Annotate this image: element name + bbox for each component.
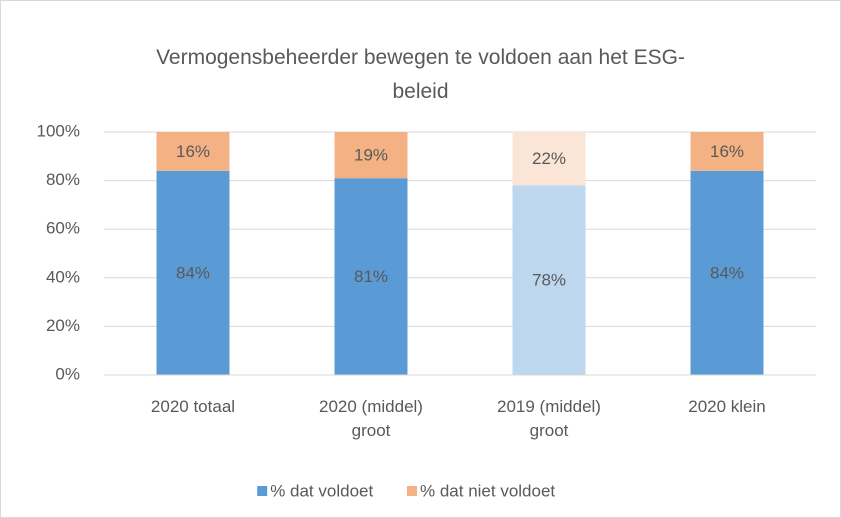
bar-segment [512, 132, 586, 186]
legend-swatch [257, 486, 268, 496]
data-label: 84% [710, 263, 744, 282]
legend-label: % dat voldoet [270, 481, 373, 500]
y-tick-label: 80% [46, 170, 80, 189]
chart-title: Vermogensbeheerder bewegen te voldoen aa… [156, 46, 685, 103]
legend-swatch [407, 486, 417, 496]
bar-segment [156, 170, 230, 375]
x-tick-label: 2020 totaal [150, 397, 236, 416]
data-label: 16% [710, 142, 744, 161]
y-tick-label: 20% [46, 316, 80, 335]
data-label: 84% [176, 263, 210, 282]
y-tick-label: 60% [46, 219, 80, 238]
data-label: 78% [532, 271, 566, 290]
x-tick-label: 2020 (middel) groot [319, 397, 423, 440]
bar-segment [690, 132, 764, 171]
data-label: 16% [176, 142, 210, 161]
bar-segment [156, 132, 230, 171]
data-label: 22% [532, 149, 566, 168]
bar-segment [512, 185, 586, 375]
y-tick-label: 40% [46, 267, 80, 286]
data-label: 81% [354, 267, 388, 286]
bar-segment [334, 132, 408, 179]
bar-segment [334, 178, 408, 375]
x-tick-label: 2019 (middel) groot [497, 397, 601, 440]
data-label: 19% [354, 146, 388, 165]
legend-label: % dat niet voldoet [420, 481, 555, 500]
y-tick-label: 100% [37, 121, 80, 140]
bar-segment [690, 170, 764, 375]
x-tick-label: 2020 klein [688, 397, 766, 416]
y-tick-label: 0% [55, 364, 80, 383]
